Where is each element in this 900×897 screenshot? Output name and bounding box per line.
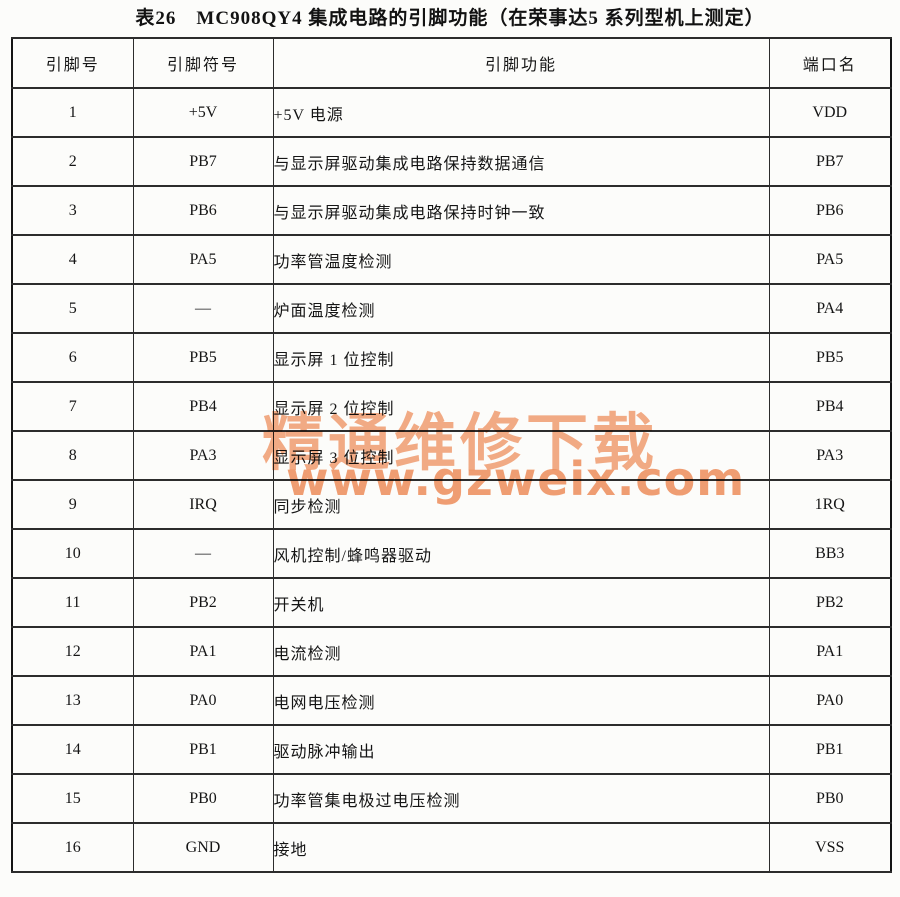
pin-symbol-cell: PB2 — [132, 577, 274, 628]
pin-function-table: 引脚号 引脚符号 引脚功能 端口名 1 +5V +5V 电源 VDD 2 PB7… — [11, 37, 892, 873]
port-name-cell: PB1 — [768, 724, 892, 775]
table-row: 16 GND 接地 VSS — [11, 822, 892, 873]
pin-symbol-cell: PB4 — [132, 381, 274, 432]
table-row: 1 +5V +5V 电源 VDD — [11, 87, 892, 138]
port-name-cell: PA1 — [768, 626, 892, 677]
port-name-cell: PB0 — [768, 773, 892, 824]
pin-symbol-cell: PB6 — [132, 185, 274, 236]
pin-function-cell: +5V 电源 — [272, 87, 770, 138]
pin-symbol-cell: — — [132, 283, 274, 334]
header-cell-pin-symbol: 引脚符号 — [132, 37, 274, 89]
pin-function-cell: 与显示屏驱动集成电路保持时钟一致 — [272, 185, 770, 236]
table-title: 表26 MC908QY4 集成电路的引脚功能（在荣事达5 系列型机上测定） — [135, 8, 765, 29]
table-row: 11 PB2 开关机 PB2 — [11, 577, 892, 628]
port-name-cell: PB2 — [768, 577, 892, 628]
pin-function-cell: 与显示屏驱动集成电路保持数据通信 — [272, 136, 770, 187]
port-name-cell: PA4 — [768, 283, 892, 334]
header-row: 引脚号 引脚符号 引脚功能 端口名 — [11, 37, 892, 89]
port-name-cell: PA0 — [768, 675, 892, 726]
pin-symbol-cell: PA1 — [132, 626, 274, 677]
pin-function-cell: 同步检测 — [272, 479, 770, 530]
pin-function-cell: 电流检测 — [272, 626, 770, 677]
pin-function-cell: 功率管集电极过电压检测 — [272, 773, 770, 824]
pin-function-cell: 显示屏 3 位控制 — [272, 430, 770, 481]
pin-number-cell: 15 — [11, 773, 134, 824]
pin-symbol-cell: PB5 — [132, 332, 274, 383]
pin-number-cell: 8 — [11, 430, 134, 481]
pin-number-cell: 1 — [11, 87, 134, 138]
table-row: 10 — 风机控制/蜂鸣器驱动 BB3 — [11, 528, 892, 579]
header-cell-pin-number: 引脚号 — [11, 37, 134, 89]
header-cell-pin-function: 引脚功能 — [272, 37, 770, 89]
pin-function-cell: 功率管温度检测 — [272, 234, 770, 285]
table-body: 1 +5V +5V 电源 VDD 2 PB7 与显示屏驱动集成电路保持数据通信 … — [11, 87, 892, 873]
table-row: 9 IRQ 同步检测 1RQ — [11, 479, 892, 530]
pin-number-cell: 9 — [11, 479, 134, 530]
table-row: 6 PB5 显示屏 1 位控制 PB5 — [11, 332, 892, 383]
pin-number-cell: 16 — [11, 822, 134, 873]
pin-symbol-cell: IRQ — [132, 479, 274, 530]
pin-number-cell: 3 — [11, 185, 134, 236]
pin-function-cell: 驱动脉冲输出 — [272, 724, 770, 775]
pin-symbol-cell: PB0 — [132, 773, 274, 824]
pin-symbol-cell: PA5 — [132, 234, 274, 285]
pin-number-cell: 7 — [11, 381, 134, 432]
port-name-cell: VDD — [768, 87, 892, 138]
pin-symbol-cell: +5V — [132, 87, 274, 138]
pin-number-cell: 12 — [11, 626, 134, 677]
table-row: 7 PB4 显示屏 2 位控制 PB4 — [11, 381, 892, 432]
pin-function-cell: 显示屏 1 位控制 — [272, 332, 770, 383]
header-cell-port-name: 端口名 — [768, 37, 892, 89]
pin-number-cell: 14 — [11, 724, 134, 775]
pin-function-cell: 电网电压检测 — [272, 675, 770, 726]
pin-symbol-cell: — — [132, 528, 274, 579]
pin-number-cell: 5 — [11, 283, 134, 334]
pin-number-cell: 13 — [11, 675, 134, 726]
port-name-cell: PB6 — [768, 185, 892, 236]
pin-function-cell: 显示屏 2 位控制 — [272, 381, 770, 432]
pin-number-cell: 4 — [11, 234, 134, 285]
table-row: 13 PA0 电网电压检测 PA0 — [11, 675, 892, 726]
table-row: 3 PB6 与显示屏驱动集成电路保持时钟一致 PB6 — [11, 185, 892, 236]
port-name-cell: VSS — [768, 822, 892, 873]
pin-symbol-cell: PB1 — [132, 724, 274, 775]
port-name-cell: BB3 — [768, 528, 892, 579]
pin-number-cell: 11 — [11, 577, 134, 628]
table-row: 2 PB7 与显示屏驱动集成电路保持数据通信 PB7 — [11, 136, 892, 187]
pin-function-cell: 接地 — [272, 822, 770, 873]
port-name-cell: PB4 — [768, 381, 892, 432]
port-name-cell: PB5 — [768, 332, 892, 383]
table-row: 12 PA1 电流检测 PA1 — [11, 626, 892, 677]
port-name-cell: 1RQ — [768, 479, 892, 530]
port-name-cell: PA3 — [768, 430, 892, 481]
table-row: 8 PA3 显示屏 3 位控制 PA3 — [11, 430, 892, 481]
pin-symbol-cell: PA3 — [132, 430, 274, 481]
pin-symbol-cell: PA0 — [132, 675, 274, 726]
pin-function-cell: 风机控制/蜂鸣器驱动 — [272, 528, 770, 579]
pin-number-cell: 6 — [11, 332, 134, 383]
port-name-cell: PA5 — [768, 234, 892, 285]
pin-number-cell: 10 — [11, 528, 134, 579]
port-name-cell: PB7 — [768, 136, 892, 187]
pin-number-cell: 2 — [11, 136, 134, 187]
pin-function-cell: 炉面温度检测 — [272, 283, 770, 334]
table-row: 5 — 炉面温度检测 PA4 — [11, 283, 892, 334]
table-row: 15 PB0 功率管集电极过电压检测 PB0 — [11, 773, 892, 824]
pin-symbol-cell: PB7 — [132, 136, 274, 187]
pin-symbol-cell: GND — [132, 822, 274, 873]
table-row: 14 PB1 驱动脉冲输出 PB1 — [11, 724, 892, 775]
pin-function-cell: 开关机 — [272, 577, 770, 628]
table-row: 4 PA5 功率管温度检测 PA5 — [11, 234, 892, 285]
